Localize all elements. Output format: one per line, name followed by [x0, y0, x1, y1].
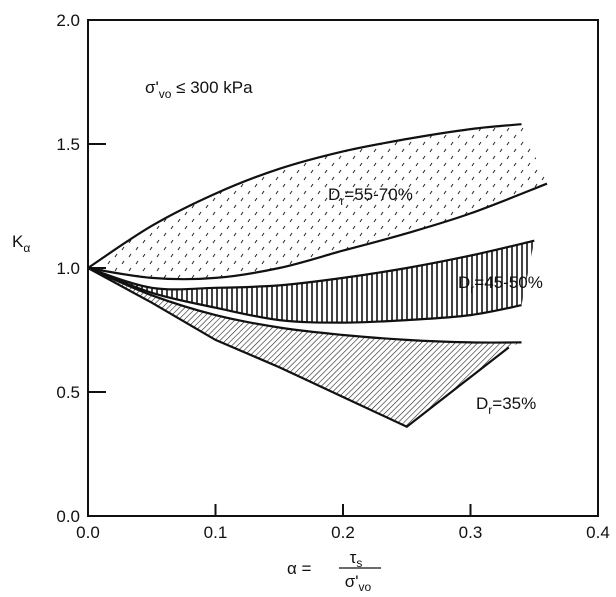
band-fill-1 [88, 240, 535, 323]
band-lower-bound-1 [87, 266, 522, 324]
band-fill-0 [88, 124, 547, 280]
band-2 [87, 266, 522, 428]
x-tick-label-3: 0.3 [459, 523, 483, 542]
band-label-dr-45-50: Dr=45-50% [458, 273, 543, 296]
y-tick-label-4: 2.0 [56, 11, 80, 30]
bands-layer [87, 123, 548, 428]
x-axis-label-numerator: τs [350, 548, 363, 570]
band-label-value: =45-50% [474, 273, 543, 292]
band-upper-bound-2 [87, 266, 522, 344]
condition-symbol: σ' [145, 78, 159, 97]
x-tick-label-4: 0.4 [586, 523, 610, 542]
x-axis-label-denominator: σ'vo [345, 572, 372, 594]
x-axis-label-prefix: α = [287, 559, 312, 578]
x-axis-label: α = τs σ'vo [287, 548, 381, 594]
x-axis-numerator-sub: s [356, 556, 362, 570]
band-lower-bound-0 [87, 182, 548, 281]
band-label-subscript: r [488, 403, 492, 417]
band-label-dr-55-70: Dr=55-70% [328, 185, 413, 208]
x-tick-label-2: 0.2 [331, 523, 355, 542]
x-tick-label-0: 0.0 [76, 523, 100, 542]
x-axis-denominator-symbol: σ' [345, 572, 359, 591]
condition-value: ≤ 300 kPa [171, 78, 253, 97]
band-upper-bound-1 [87, 239, 535, 291]
y-axis-label: Kα [12, 232, 30, 255]
y-tick-label-0: 0.0 [56, 507, 80, 526]
band-label-dr-35: Dr=35% [476, 394, 536, 417]
band-label-value: =55-70% [344, 185, 413, 204]
band-upper-bound-0 [87, 123, 522, 269]
band-label-value: =35% [492, 394, 536, 413]
band-lower-bound-2 [87, 267, 510, 428]
band-label-subscript: r [470, 282, 474, 296]
x-axis-numerator-symbol: τ [350, 548, 357, 567]
band-1 [87, 239, 535, 324]
y-axis-label-sub: α [23, 241, 30, 255]
y-tick-label-2: 1.0 [56, 259, 80, 278]
band-label-symbol: D [458, 273, 470, 292]
band-0 [87, 123, 548, 281]
band-label-subscript: r [340, 194, 344, 208]
x-axis-denominator-sub: vo [359, 580, 372, 594]
band-fill-2 [88, 268, 522, 427]
y-tick-label-1: 0.5 [56, 383, 80, 402]
y-tick-label-3: 1.5 [56, 135, 80, 154]
condition-label: σ'vo ≤ 300 kPa [145, 78, 253, 101]
ticks-layer: 0.0 0.1 0.2 0.3 0.4 0.0 0.5 1.0 1.5 2.0 [56, 11, 609, 542]
condition-subscript: vo [159, 87, 172, 101]
band-label-symbol: D [328, 185, 340, 204]
x-tick-label-1: 0.1 [204, 523, 228, 542]
y-axis-label-main: K [12, 232, 24, 251]
band-label-symbol: D [476, 394, 488, 413]
